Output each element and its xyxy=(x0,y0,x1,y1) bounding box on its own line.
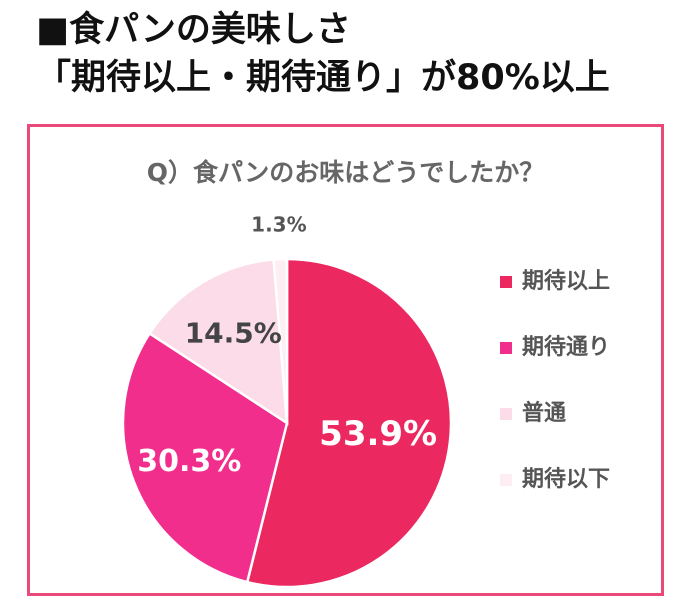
chart-frame: Q）食パンのお味はどうでしたか？ 53.9% 30.3% 14.5% 1.3% 期待以… xyxy=(27,124,664,596)
chart-legend: 期待以上 期待通り 普通 期待以下 xyxy=(500,267,660,531)
pie-slice-expect-above xyxy=(245,257,453,589)
legend-label-normal: 普通 xyxy=(522,401,567,426)
pie-label-as-expected: 30.3% xyxy=(137,444,241,479)
pie-label-expect-below: 1.3% xyxy=(251,213,306,237)
pie-slice-normal xyxy=(147,258,289,426)
legend-swatch-expect-below xyxy=(500,474,512,486)
legend-label-expect-below: 期待以下 xyxy=(522,467,611,492)
legend-swatch-normal xyxy=(500,408,512,420)
pie-slice-as-expected xyxy=(121,331,289,584)
legend-item-expect-above: 期待以上 xyxy=(500,267,660,295)
legend-item-normal: 普通 xyxy=(500,399,660,427)
legend-label-expect-above: 期待以上 xyxy=(522,269,611,294)
legend-label-as-expected: 期待通り xyxy=(522,335,611,360)
pie-slice-expect-below xyxy=(272,257,289,424)
legend-item-as-expected: 期待通り xyxy=(500,333,660,361)
pie-label-expect-above: 53.9% xyxy=(319,414,437,454)
legend-swatch-expect-above xyxy=(500,276,512,288)
headline-title: ■食パンの美味しさ xyxy=(36,10,351,50)
legend-item-expect-below: 期待以下 xyxy=(500,465,660,493)
pie-label-normal: 14.5% xyxy=(185,316,282,349)
chart-title: Q）食パンのお味はどうでしたか？ xyxy=(146,158,545,187)
pie-chart: 53.9% 30.3% 14.5% 1.3% xyxy=(121,213,453,589)
legend-swatch-as-expected xyxy=(500,342,512,354)
headline-subtitle: 「期待以上・期待通り」が80%以上 xyxy=(36,58,610,98)
